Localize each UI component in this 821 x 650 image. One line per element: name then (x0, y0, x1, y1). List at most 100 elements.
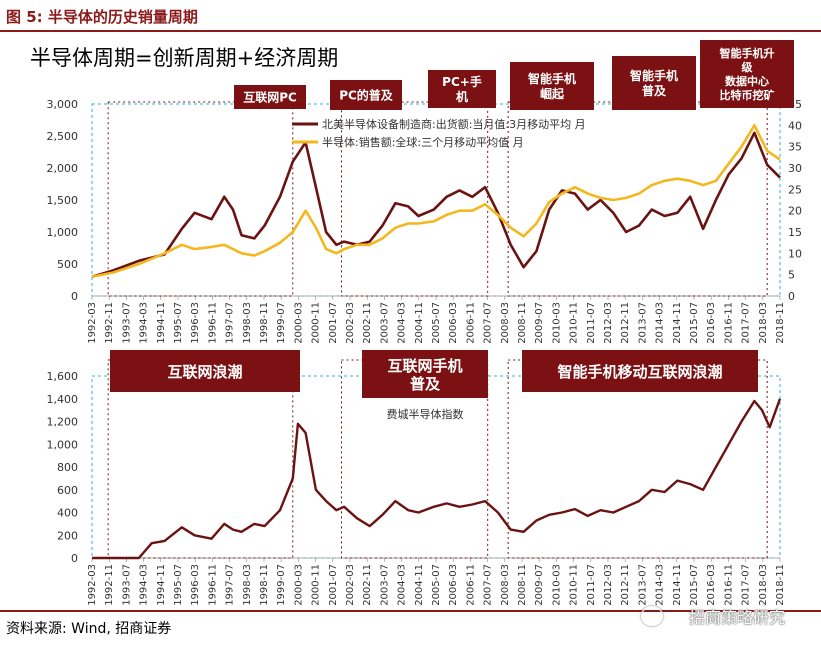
x-tick-label: 1992-03 (87, 564, 98, 606)
y-left-tick-label: 500 (57, 258, 78, 271)
x-tick-label: 2009-07 (534, 564, 545, 606)
annotation-label: 互联网浪潮 (167, 363, 242, 381)
x-tick-label: 1997-07 (225, 564, 236, 606)
x-tick-label: 2012-03 (603, 302, 614, 344)
annotation-label: 普及 (642, 83, 667, 98)
annotation-box (510, 62, 594, 110)
x-tick-label: 2006-03 (448, 302, 459, 344)
x-tick-label: 1992-11 (104, 302, 115, 344)
y-tick-label: 1,600 (47, 370, 79, 383)
x-tick-label: 2006-11 (465, 302, 476, 344)
y-tick-label: 800 (57, 461, 78, 474)
x-tick-label: 2015-07 (689, 564, 700, 606)
y-right-tick-label: 15 (788, 226, 802, 239)
x-tick-label: 2014-03 (655, 302, 666, 344)
x-tick-label: 1992-03 (87, 302, 98, 344)
x-tick-label: 2010-03 (551, 302, 562, 344)
x-tick-label: 2004-11 (414, 564, 425, 606)
annotation-label: 智能手机升 (720, 46, 775, 60)
annotation-label: 数据中心 (725, 74, 769, 88)
annotation-label: PC的普及 (339, 88, 394, 103)
x-tick-label: 2018-03 (758, 302, 769, 344)
x-tick-label: 2008-11 (517, 302, 528, 344)
y-right-tick-label: 20 (788, 205, 802, 218)
x-tick-label: 2014-03 (655, 564, 666, 606)
x-tick-label: 2008-03 (500, 564, 511, 606)
x-tick-label: 1995-07 (173, 302, 184, 344)
annotation-label: 机 (456, 89, 468, 104)
x-tick-label: 1998-11 (259, 302, 270, 344)
x-tick-label: 1993-07 (121, 564, 132, 606)
x-tick-label: 1994-11 (156, 302, 167, 344)
x-tick-label: 1992-11 (104, 564, 115, 606)
x-tick-label: 2012-11 (620, 302, 631, 344)
x-tick-label: 2008-03 (500, 302, 511, 344)
x-tick-label: 2014-11 (672, 564, 683, 606)
x-tick-label: 2002-11 (362, 564, 373, 606)
annotation-label: 互联网PC (243, 91, 297, 105)
annotation-box (330, 80, 402, 110)
y-tick-label: 400 (57, 507, 78, 520)
x-tick-label: 1998-03 (242, 564, 253, 606)
annotation-box (234, 85, 306, 109)
annotation-label: 比特币挖矿 (720, 88, 775, 102)
annotation-box (428, 70, 496, 108)
y-left-tick-label: 0 (71, 290, 78, 303)
x-tick-label: 1995-07 (173, 564, 184, 606)
x-tick-label: 1998-11 (259, 564, 270, 606)
annotation-label: 级 (741, 60, 754, 74)
x-tick-label: 2004-11 (414, 302, 425, 344)
x-tick-label: 2016-11 (723, 564, 734, 606)
series-line-equipment (91, 131, 781, 279)
annotation-label: 普及 (410, 375, 441, 393)
x-tick-label: 2008-11 (517, 564, 528, 606)
x-tick-label: 1994-11 (156, 564, 167, 606)
x-tick-label: 2004-03 (397, 302, 408, 344)
annotation-box (612, 56, 696, 110)
x-tick-label: 2001-07 (328, 564, 339, 606)
y-tick-label: 0 (71, 552, 78, 565)
x-tick-label: 1999-07 (276, 564, 287, 606)
x-tick-label: 1993-07 (121, 302, 132, 344)
x-tick-label: 2010-03 (551, 564, 562, 606)
x-tick-label: 1996-11 (207, 302, 218, 344)
x-tick-label: 2000-11 (311, 564, 322, 606)
x-tick-label: 2007-07 (483, 564, 494, 606)
x-tick-label: 2009-07 (534, 302, 545, 344)
figure-title: 图 5: 半导体的历史销量周期 (6, 8, 198, 26)
x-tick-label: 2002-11 (362, 302, 373, 344)
annotation-box (110, 350, 300, 392)
x-tick-label: 1994-03 (139, 302, 150, 344)
x-tick-label: 2017-07 (741, 302, 752, 344)
x-tick-label: 2016-11 (723, 302, 734, 344)
x-tick-label: 2012-11 (620, 564, 631, 606)
y-tick-label: 1,200 (47, 416, 79, 429)
x-tick-label: 2002-03 (345, 564, 356, 606)
x-tick-label: 2014-11 (672, 302, 683, 344)
x-tick-label: 2007-07 (483, 302, 494, 344)
x-tick-label: 1996-03 (190, 564, 201, 606)
bottom-plot-frame (91, 375, 781, 559)
annotation-label: 崛起 (540, 86, 565, 101)
y-tick-label: 600 (57, 484, 78, 497)
x-tick-label: 2013-07 (637, 564, 648, 606)
watermark: 招商策略研究 (688, 608, 785, 627)
chart-heading: 半导体周期=创新周期+经济周期 (30, 46, 339, 70)
y-left-tick-label: 3,000 (47, 98, 79, 111)
x-tick-label: 2005-07 (431, 564, 442, 606)
x-tick-label: 1997-07 (225, 302, 236, 344)
x-tick-label: 2002-03 (345, 302, 356, 344)
annotation-box (362, 350, 488, 398)
x-tick-label: 2017-07 (741, 564, 752, 606)
footer-rule (0, 610, 821, 612)
annotation-label: 智能手机 (629, 68, 678, 83)
y-right-tick-label: 30 (788, 162, 802, 175)
legend-label-sales: 半导体:销售额:全球:三个月移动平均值 月 (322, 135, 524, 149)
cycle-box (341, 359, 489, 559)
wechat-icon (641, 606, 663, 626)
cycle-box (341, 101, 489, 297)
x-tick-label: 2015-07 (689, 302, 700, 344)
x-tick-label: 2018-03 (758, 564, 769, 606)
y-right-tick-label: 5 (788, 269, 795, 282)
